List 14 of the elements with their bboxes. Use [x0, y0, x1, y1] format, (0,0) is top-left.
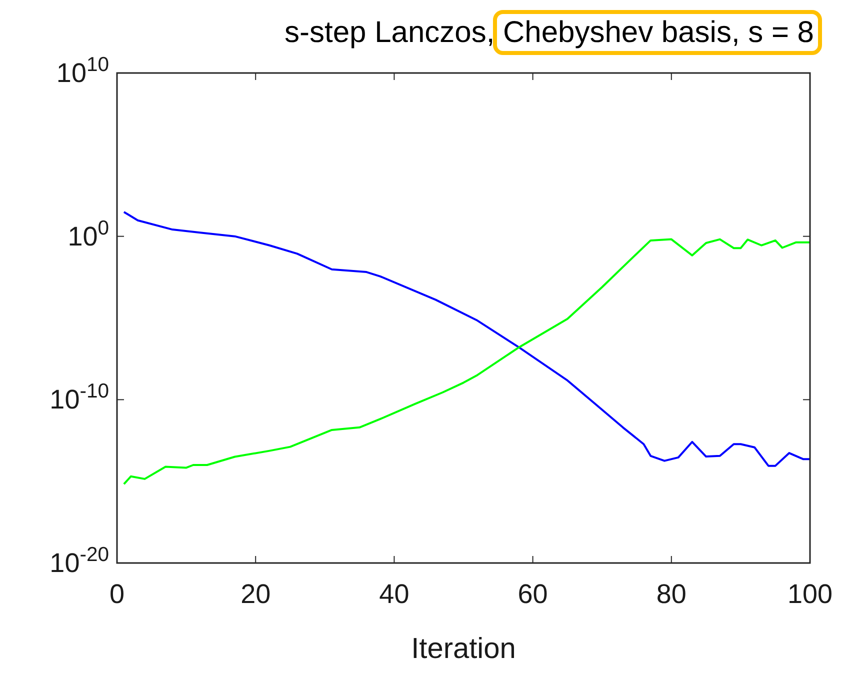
- x-tick-label: 20: [240, 579, 271, 609]
- y-tick-label: 10$^{10}$: [56, 54, 109, 88]
- line-series: [122, 210, 811, 467]
- x-axis-title: Iteration: [411, 633, 516, 665]
- y-tick-label: 10$^{0}$: [68, 217, 109, 252]
- x-tick-label: 0: [109, 579, 125, 609]
- y-tick-label: 10$^{-20}$: [50, 544, 109, 578]
- chart-title: s-step Lanczos, Chebyshev basis, s = 8: [284, 16, 814, 49]
- x-tick-label: 100: [787, 579, 833, 609]
- x-tick-label: 40: [379, 579, 410, 609]
- x-tick-label: 80: [656, 579, 686, 609]
- y-tick-label: 10$^{-10}$: [50, 380, 109, 415]
- line-series: [122, 238, 811, 486]
- x-tick-label: 60: [518, 579, 548, 609]
